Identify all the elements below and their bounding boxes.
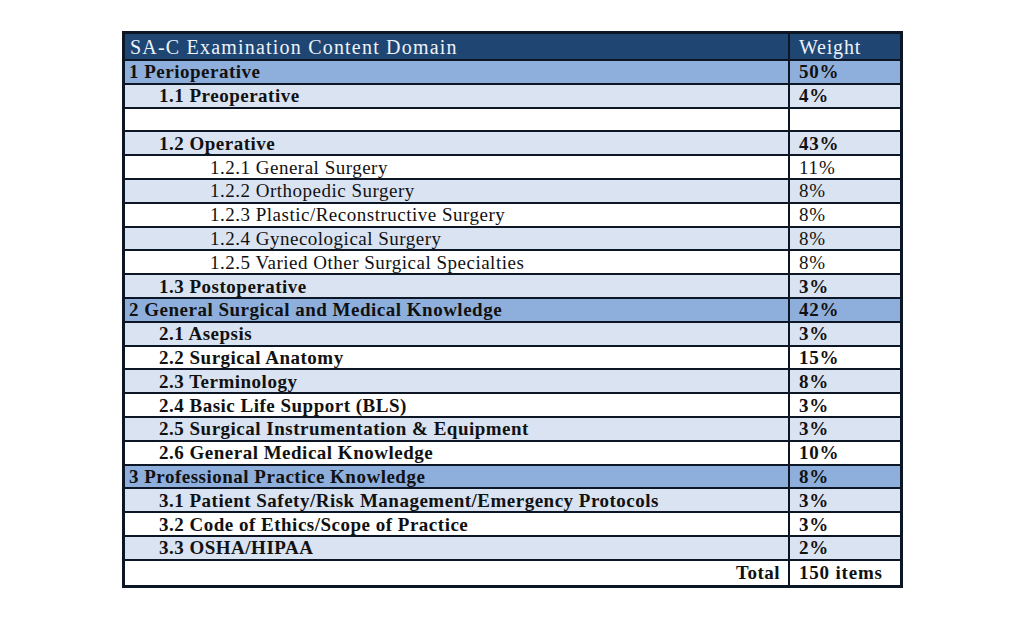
table-row: 2 General Surgical and Medical Knowledge… bbox=[125, 299, 900, 323]
table-row: 2.6 General Medical Knowledge 10% bbox=[125, 442, 900, 466]
weight-cell: 8% bbox=[788, 180, 900, 202]
domain-cell: 3.2 Code of Ethics/Scope of Practice bbox=[125, 513, 788, 535]
weight-cell: 3% bbox=[788, 275, 900, 297]
domain-cell: 3.3 OSHA/HIPAA bbox=[125, 537, 788, 559]
table-header-weight: Weight bbox=[788, 34, 900, 59]
domain-cell: 3 Professional Practice Knowledge bbox=[125, 466, 788, 488]
domain-cell: 2.2 Surgical Anatomy bbox=[125, 347, 788, 369]
domain-cell: 2.6 General Medical Knowledge bbox=[125, 442, 788, 464]
table-row: 2.4 Basic Life Support (BLS) 3% bbox=[125, 394, 900, 418]
weight-cell: 8% bbox=[788, 204, 900, 226]
table-row: 1.2 Operative 43% bbox=[125, 132, 900, 156]
domain-cell: 1.2.3 Plastic/Reconstructive Surgery bbox=[125, 204, 788, 226]
weight-cell: 3% bbox=[788, 513, 900, 535]
page: SA-C Examination Content Domain Weight 1… bbox=[0, 0, 1024, 628]
table-row bbox=[125, 109, 900, 133]
domain-cell: 1.2.2 Orthopedic Surgery bbox=[125, 180, 788, 202]
table-row: 1.2.4 Gynecological Surgery 8% bbox=[125, 228, 900, 252]
table-row: 3 Professional Practice Knowledge 8% bbox=[125, 466, 900, 490]
weight-cell bbox=[788, 109, 900, 131]
weight-cell: 150 items bbox=[788, 561, 900, 585]
weight-cell: 4% bbox=[788, 85, 900, 107]
weight-cell: 42% bbox=[788, 299, 900, 321]
weight-cell: 2% bbox=[788, 537, 900, 559]
table-row: 2.3 Terminology 8% bbox=[125, 370, 900, 394]
table-row: 1.2.5 Varied Other Surgical Specialties … bbox=[125, 251, 900, 275]
table-row: Total 150 items bbox=[125, 561, 900, 585]
table-row: 1 Perioperative 50% bbox=[125, 61, 900, 85]
weight-cell: 8% bbox=[788, 228, 900, 250]
domain-cell: 1.2 Operative bbox=[125, 132, 788, 154]
domain-cell: 2.4 Basic Life Support (BLS) bbox=[125, 394, 788, 416]
domain-cell: 1.2.5 Varied Other Surgical Specialties bbox=[125, 251, 788, 273]
domain-cell: 2 General Surgical and Medical Knowledge bbox=[125, 299, 788, 321]
domain-cell: 3.1 Patient Safety/Risk Management/Emerg… bbox=[125, 489, 788, 511]
domain-cell: 1 Perioperative bbox=[125, 61, 788, 83]
table-row: 1.2.2 Orthopedic Surgery 8% bbox=[125, 180, 900, 204]
domain-cell: 1.3 Postoperative bbox=[125, 275, 788, 297]
weight-cell: 3% bbox=[788, 489, 900, 511]
table-row: 1.2.3 Plastic/Reconstructive Surgery 8% bbox=[125, 204, 900, 228]
weight-cell: 15% bbox=[788, 347, 900, 369]
domain-cell: 2.3 Terminology bbox=[125, 370, 788, 392]
weight-cell: 3% bbox=[788, 394, 900, 416]
weight-cell: 10% bbox=[788, 442, 900, 464]
table-row: 1.2.1 General Surgery 11% bbox=[125, 156, 900, 180]
table-row: 3.1 Patient Safety/Risk Management/Emerg… bbox=[125, 489, 900, 513]
content-table: SA-C Examination Content Domain Weight 1… bbox=[122, 31, 903, 588]
weight-cell: 3% bbox=[788, 418, 900, 440]
weight-cell: 8% bbox=[788, 466, 900, 488]
domain-cell: 1.2.1 General Surgery bbox=[125, 156, 788, 178]
domain-cell bbox=[125, 109, 788, 131]
domain-cell: 1.2.4 Gynecological Surgery bbox=[125, 228, 788, 250]
table-header-domain: SA-C Examination Content Domain bbox=[125, 34, 788, 59]
table-row: 3.3 OSHA/HIPAA 2% bbox=[125, 537, 900, 561]
domain-cell: Total bbox=[125, 561, 788, 585]
weight-cell: 50% bbox=[788, 61, 900, 83]
domain-cell: 2.1 Asepsis bbox=[125, 323, 788, 345]
table-row: 3.2 Code of Ethics/Scope of Practice 3% bbox=[125, 513, 900, 537]
weight-cell: 8% bbox=[788, 370, 900, 392]
weight-cell: 43% bbox=[788, 132, 900, 154]
table-row: 1.1 Preoperative 4% bbox=[125, 85, 900, 109]
table-header-row: SA-C Examination Content Domain Weight bbox=[125, 34, 900, 61]
weight-cell: 8% bbox=[788, 251, 900, 273]
weight-cell: 11% bbox=[788, 156, 900, 178]
table-row: 2.2 Surgical Anatomy 15% bbox=[125, 347, 900, 371]
table-row: 2.1 Asepsis 3% bbox=[125, 323, 900, 347]
domain-cell: 1.1 Preoperative bbox=[125, 85, 788, 107]
table-row: 2.5 Surgical Instrumentation & Equipment… bbox=[125, 418, 900, 442]
weight-cell: 3% bbox=[788, 323, 900, 345]
domain-cell: 2.5 Surgical Instrumentation & Equipment bbox=[125, 418, 788, 440]
table-row: 1.3 Postoperative 3% bbox=[125, 275, 900, 299]
